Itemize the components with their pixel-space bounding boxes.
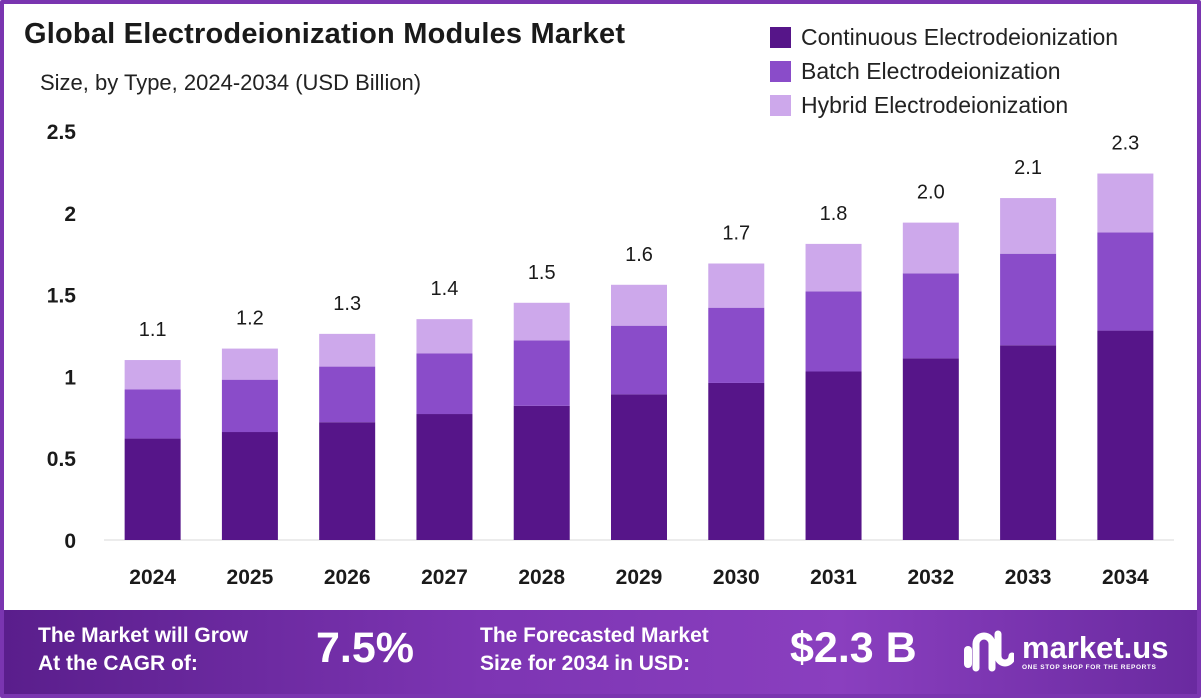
bar-segment-batch <box>1000 253 1057 346</box>
bar-total-label: 1.8 <box>820 203 848 225</box>
bar-segment-continuous <box>513 405 570 540</box>
bar-segment-hybrid <box>221 348 278 380</box>
x-tick-label: 2025 <box>227 566 274 589</box>
legend-label-continuous: Continuous Electrodeionization <box>801 23 1119 50</box>
logo-name: market.us <box>1022 629 1169 665</box>
bar-segment-continuous <box>124 438 181 540</box>
bar-segment-continuous <box>708 382 765 540</box>
bar-total-label: 1.7 <box>722 223 750 245</box>
x-tick-label: 2026 <box>324 566 371 589</box>
market-us-logo: market.us ONE STOP SHOP FOR THE REPORTS <box>962 630 1168 672</box>
legend-item-continuous: Continuous Electrodeionization <box>770 20 1118 54</box>
y-tick-label: 1.5 <box>47 285 77 308</box>
bar-segment-hybrid <box>805 243 862 292</box>
bar-segment-continuous <box>902 358 959 540</box>
bar-segment-continuous <box>416 414 473 540</box>
cagr-caption-line2: At the CAGR of: <box>38 652 198 675</box>
bar-total-label: 2.3 <box>1111 133 1139 155</box>
bar-segment-batch <box>513 340 570 406</box>
bar-segment-batch <box>221 379 278 433</box>
bar-total-label: 1.2 <box>236 308 264 330</box>
y-tick-label: 0 <box>64 530 76 553</box>
bar-total-label: 2.0 <box>917 182 945 204</box>
x-tick-label: 2033 <box>1005 566 1052 589</box>
bar-segment-continuous <box>1000 345 1057 540</box>
bar-segment-hybrid <box>1097 173 1154 233</box>
legend-swatch-batch <box>770 60 791 82</box>
y-tick-label: 2 <box>64 203 76 226</box>
forecast-caption-line2: Size for 2034 in USD: <box>480 652 691 675</box>
bar-segment-batch <box>416 353 473 415</box>
summary-banner: The Market will Grow At the CAGR of: 7.5… <box>4 610 1197 694</box>
forecast-caption-line1: The Forecasted Market <box>480 624 709 647</box>
bar-segment-hybrid <box>902 222 959 274</box>
bar-segment-hybrid <box>513 302 570 341</box>
bar-segment-batch <box>902 273 959 359</box>
x-tick-label: 2032 <box>907 566 954 589</box>
legend-label-batch: Batch Electrodeionization <box>801 57 1061 84</box>
cagr-caption: The Market will Grow At the CAGR of: <box>38 622 248 678</box>
bar-segment-hybrid <box>319 333 376 367</box>
chart-legend: Continuous Electrodeionization Batch Ele… <box>770 20 1118 122</box>
bar-segment-continuous <box>611 394 667 540</box>
bar-segment-batch <box>708 307 765 383</box>
market-us-logo-icon <box>964 630 1014 672</box>
legend-label-hybrid: Hybrid Electrodeionization <box>801 91 1069 118</box>
forecast-caption: The Forecasted Market Size for 2034 in U… <box>480 622 709 678</box>
bar-total-label: 1.4 <box>431 278 459 300</box>
x-tick-label: 2031 <box>810 566 857 589</box>
bar-segment-hybrid <box>124 360 181 390</box>
bar-segment-continuous <box>805 371 862 540</box>
chart-subtitle: Size, by Type, 2024-2034 (USD Billion) <box>40 70 422 95</box>
x-tick-label: 2034 <box>1102 566 1149 589</box>
y-tick-label: 2.5 <box>47 121 77 144</box>
bar-segment-hybrid <box>1000 198 1057 254</box>
cagr-value: 7.5% <box>316 624 415 672</box>
bar-total-label: 2.1 <box>1014 157 1042 179</box>
y-tick-label: 1 <box>64 366 76 389</box>
legend-item-hybrid: Hybrid Electrodeionization <box>770 88 1118 122</box>
bar-segment-continuous <box>1097 330 1154 540</box>
bar-total-label: 1.5 <box>528 262 556 284</box>
bar-segment-hybrid <box>708 263 765 308</box>
legend-item-batch: Batch Electrodeionization <box>770 54 1118 88</box>
bar-total-label: 1.1 <box>139 319 167 341</box>
bar-segment-batch <box>611 325 667 395</box>
cagr-caption-line1: The Market will Grow <box>38 624 249 647</box>
bar-segment-continuous <box>319 422 376 540</box>
logo-tagline: ONE STOP SHOP FOR THE REPORTS <box>1022 663 1157 671</box>
bar-segment-hybrid <box>611 284 667 326</box>
forecast-value: $2.3 B <box>790 624 917 672</box>
bar-segment-batch <box>805 291 862 372</box>
chart-title: Global Electrodeionization Modules Marke… <box>24 18 626 50</box>
stacked-bar-chart: 0 0.5 1 1.5 2 2.5 1.1 2024 1.2 2025 1.3 2026 1.4 2027… <box>47 121 1174 589</box>
legend-swatch-hybrid <box>770 94 791 116</box>
bar-total-label: 1.3 <box>333 293 361 315</box>
x-tick-label: 2028 <box>518 566 565 589</box>
x-tick-label: 2024 <box>129 566 176 589</box>
legend-swatch-continuous <box>770 26 791 48</box>
bar-segment-hybrid <box>416 319 473 354</box>
x-tick-label: 2030 <box>713 566 760 589</box>
y-tick-label: 0.5 <box>47 448 77 471</box>
bar-segment-batch <box>1097 232 1154 331</box>
bar-segment-batch <box>124 389 181 439</box>
x-tick-label: 2029 <box>616 566 663 589</box>
bar-segment-batch <box>319 366 376 423</box>
bar-total-label: 1.6 <box>625 244 653 266</box>
x-tick-label: 2027 <box>421 566 468 589</box>
bar-segment-continuous <box>221 432 278 540</box>
